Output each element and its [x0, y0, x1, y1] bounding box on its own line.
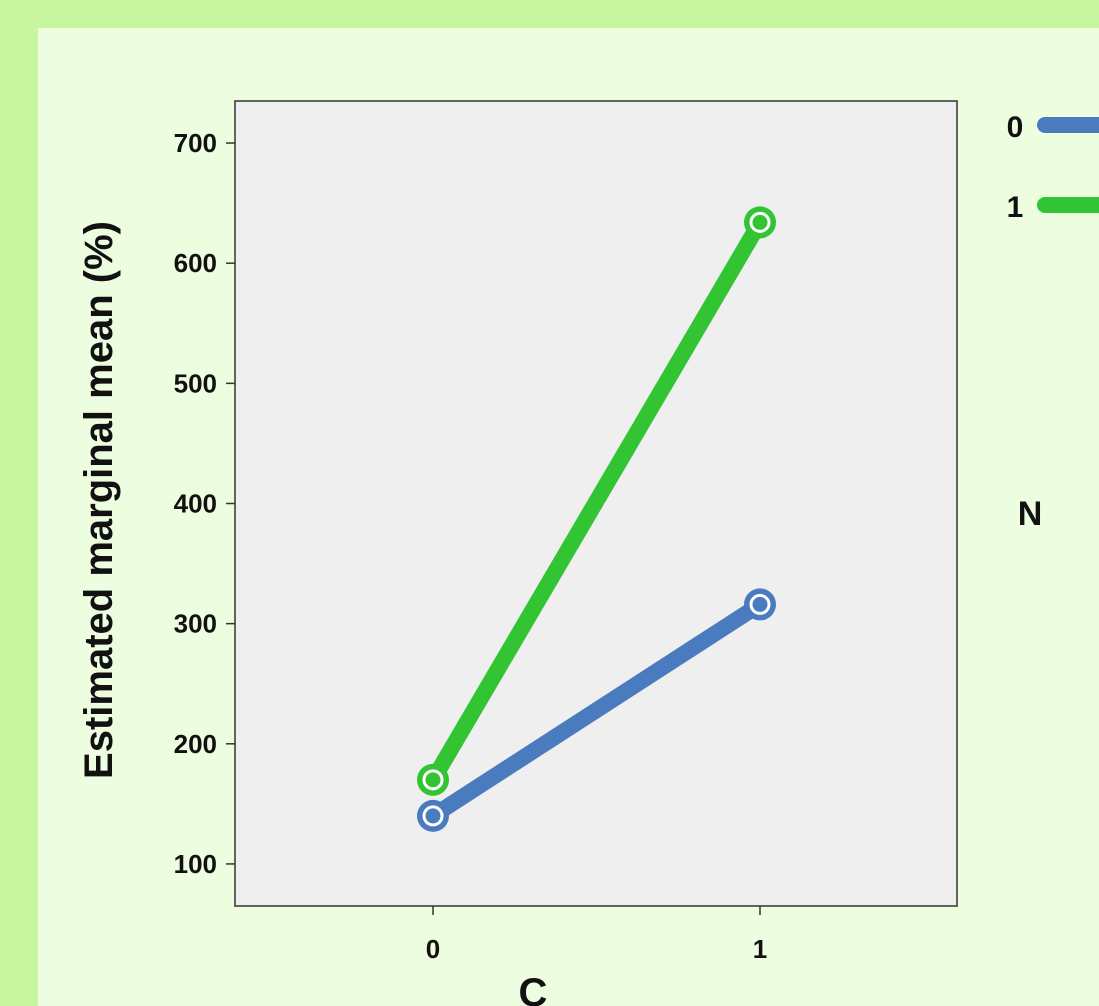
x-tick-label: 1	[753, 934, 767, 964]
data-point-ring	[749, 211, 771, 233]
y-tick-label: 600	[174, 248, 217, 278]
y-tick-label: 200	[174, 729, 217, 759]
series-line	[425, 596, 768, 824]
y-tick-label: 700	[174, 128, 217, 158]
series-1	[417, 206, 776, 796]
x-axis-title: C	[519, 971, 548, 1006]
legend-label: 1	[1007, 191, 1024, 224]
x-tick-label: 0	[426, 934, 440, 964]
legend: 01	[1007, 111, 1099, 224]
y-tick-label: 400	[174, 489, 217, 519]
data-point-marker	[417, 763, 449, 796]
data-point-ring	[422, 769, 444, 791]
data-point-ring	[749, 593, 771, 615]
data-point-marker	[744, 588, 776, 621]
series-layer	[417, 206, 776, 832]
y-tick-label: 500	[174, 368, 217, 398]
legend-title: N	[1018, 495, 1043, 533]
data-point-marker	[744, 206, 776, 239]
series-0	[417, 588, 776, 832]
legend-label: 0	[1007, 111, 1024, 144]
series-line	[425, 214, 768, 788]
y-tick-label: 300	[174, 609, 217, 639]
y-axis-title: Estimated marginal mean (%)	[77, 221, 121, 779]
y-axis: 100 200 300 400 500 600 700	[174, 128, 235, 879]
data-point-marker	[417, 799, 449, 832]
y-tick-label: 100	[174, 849, 217, 879]
data-point-ring	[422, 805, 444, 827]
